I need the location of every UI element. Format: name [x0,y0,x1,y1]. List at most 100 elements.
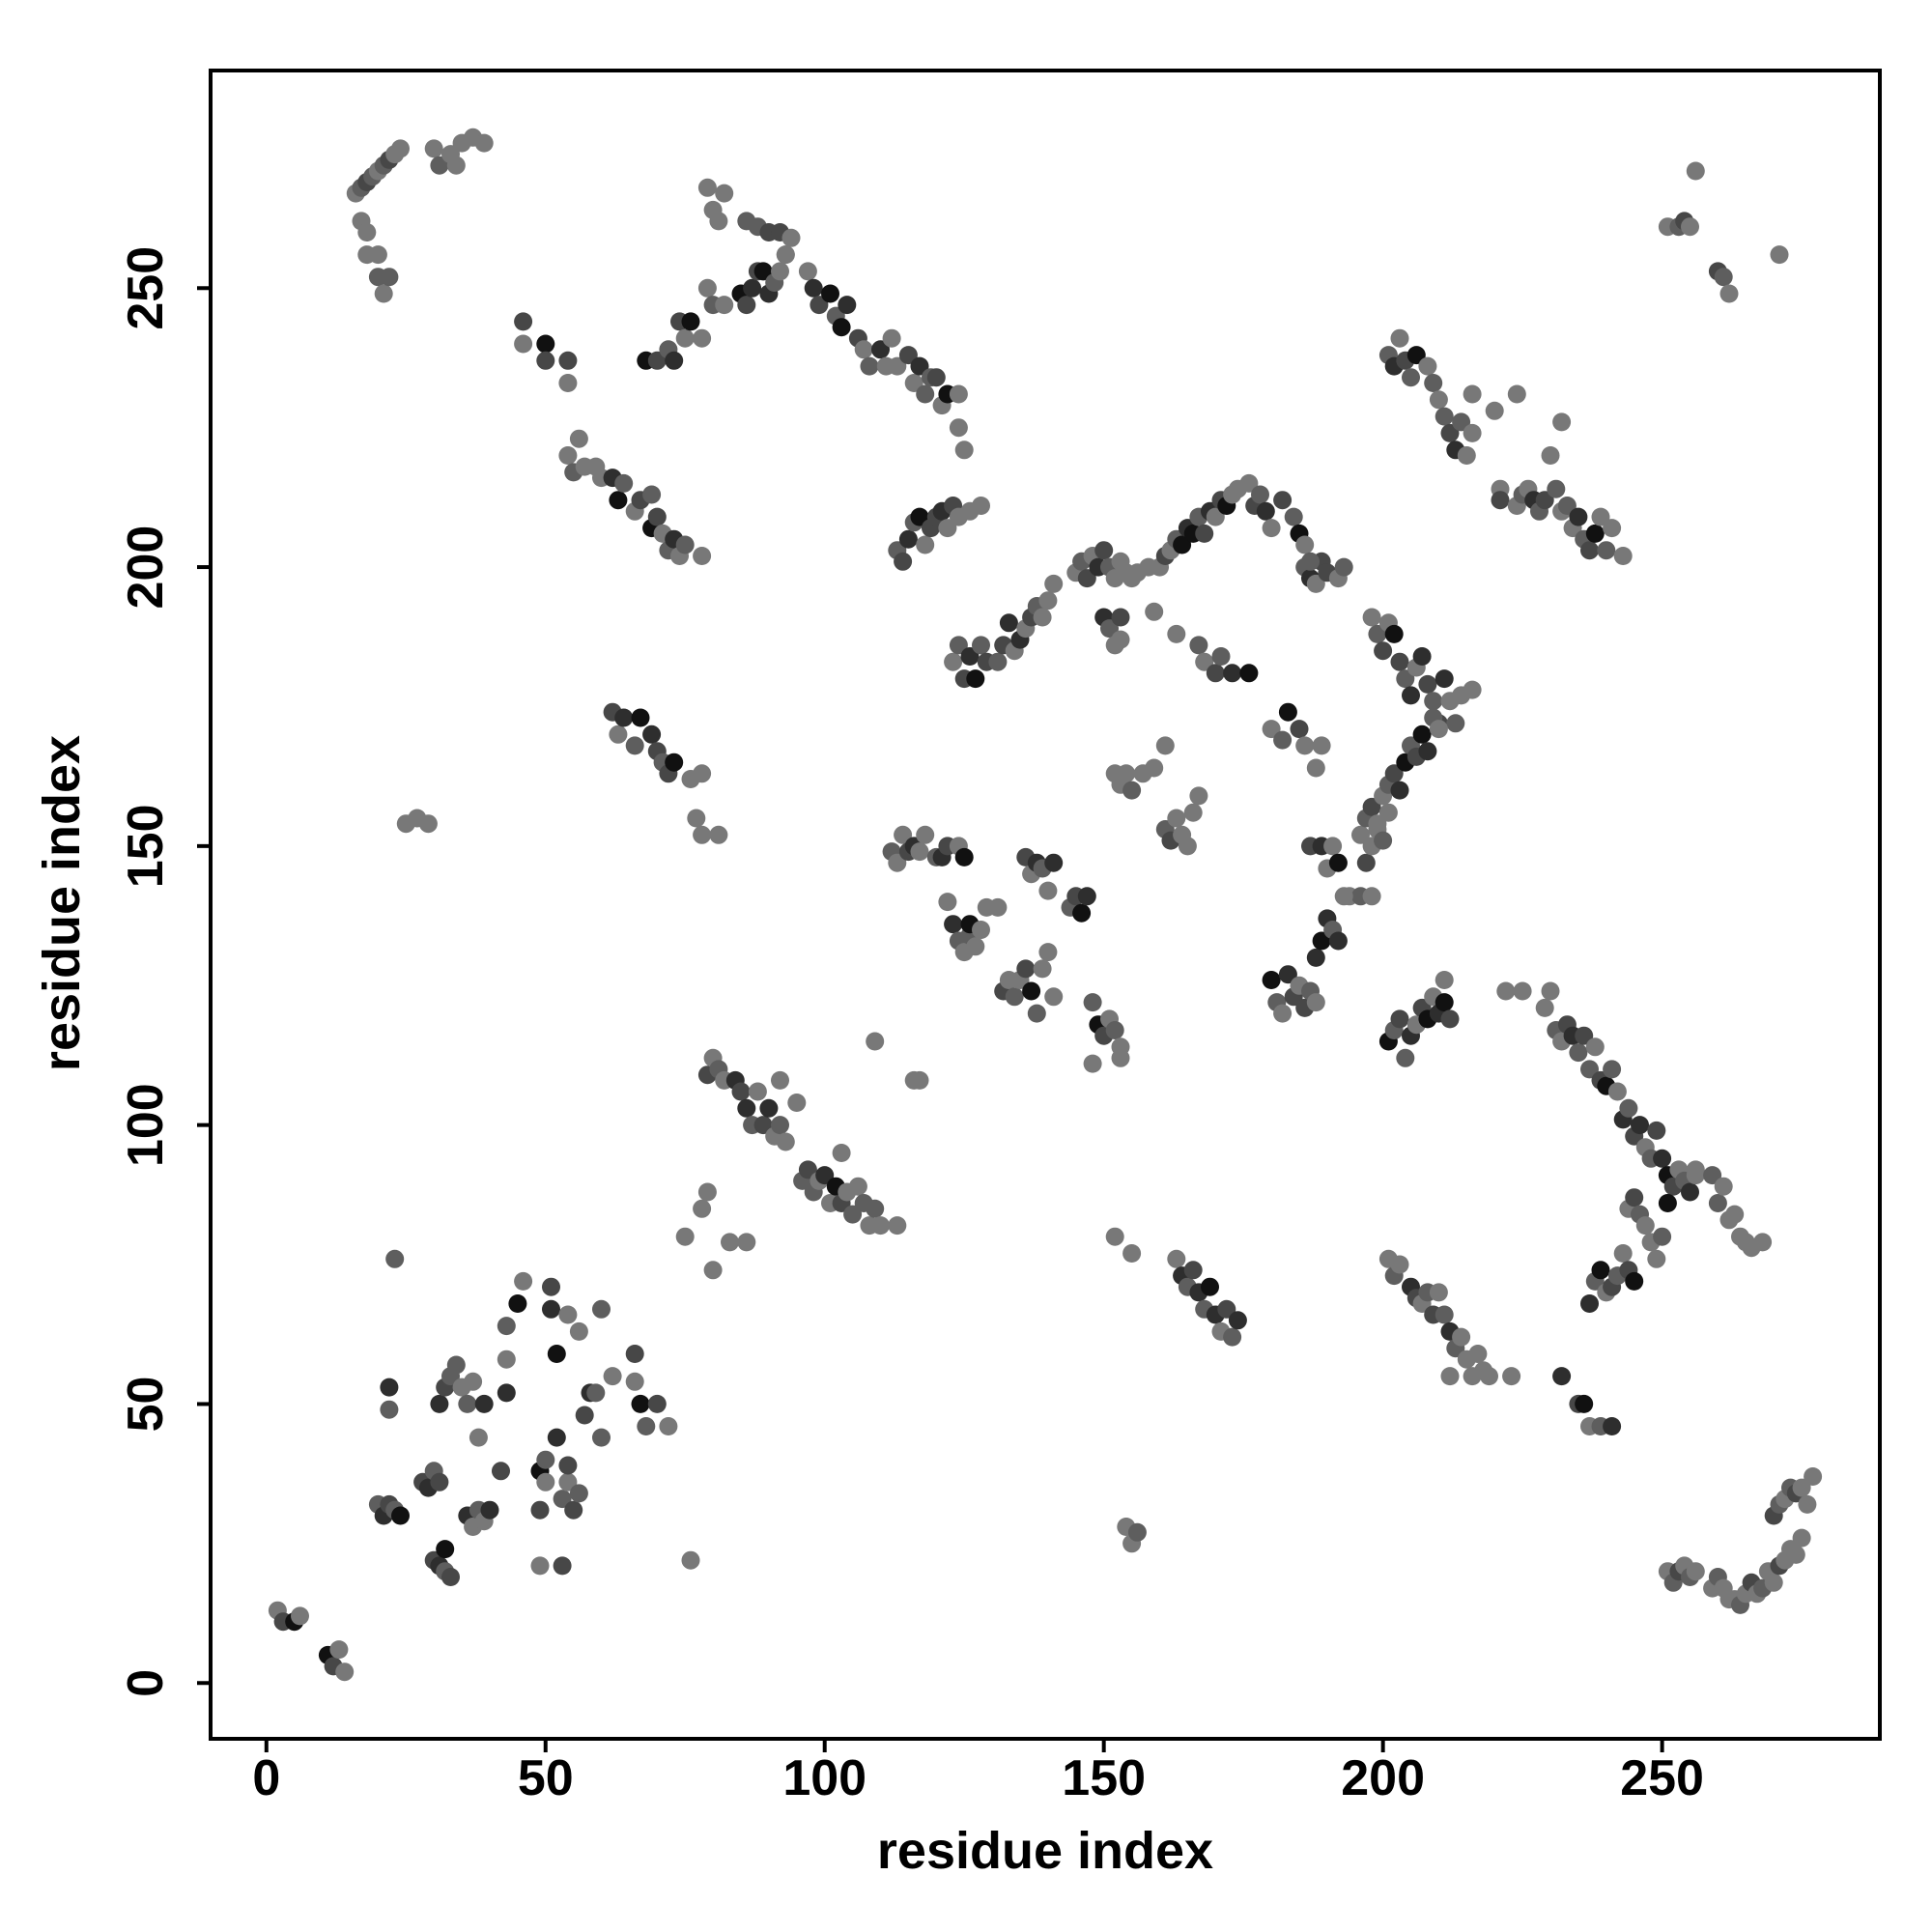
data-point [474,1394,494,1413]
data-point [972,921,990,939]
data-point [1792,1478,1811,1497]
data-point [1412,724,1432,744]
data-point [1607,1082,1627,1101]
data-point [1535,998,1554,1017]
data-point [329,1640,349,1660]
data-point [1256,501,1275,521]
data-point [737,296,756,315]
data-point [1384,624,1404,643]
data-point [1290,720,1309,739]
data-point [1585,524,1605,543]
data-point [1301,552,1320,571]
data-point [1591,1261,1610,1280]
data-point [1435,669,1454,689]
data-point [1580,1060,1599,1079]
data-point [480,1500,499,1520]
data-point [1183,1261,1203,1280]
data-point [1206,664,1225,683]
data-point [1167,624,1186,643]
data-point [1145,758,1164,778]
data-point [430,156,449,175]
data-point [1362,887,1381,906]
data-point [1463,384,1482,404]
data-point [804,278,823,298]
data-point [1513,981,1532,1001]
data-point [530,1500,550,1520]
data-point [380,1378,399,1397]
data-point [1440,423,1460,442]
data-point [1273,491,1293,510]
data-point [1033,959,1052,979]
data-point [1686,161,1705,181]
data-point [1804,1467,1823,1486]
data-point [558,1305,578,1324]
data-point [988,897,1008,917]
data-point [492,1462,510,1481]
data-point [1591,507,1610,526]
data-point [972,497,990,515]
data-point [1356,853,1376,872]
data-point [954,440,974,460]
data-point [1273,730,1293,750]
data-point [860,356,879,376]
data-point [1480,1367,1498,1386]
data-point [1100,619,1119,639]
data-point [721,1233,739,1252]
data-point [1452,412,1471,432]
data-point [1378,803,1398,822]
data-point [988,652,1008,671]
data-point [430,1472,449,1492]
data-point [737,1098,756,1118]
data-point [1390,328,1409,348]
data-point [1390,652,1409,671]
data-point [1440,1009,1460,1029]
data-point [798,1160,817,1179]
data-point [681,1550,700,1570]
data-point [949,384,968,404]
data-point [715,184,734,203]
data-point [1603,1417,1622,1435]
data-point [1541,981,1560,1001]
data-point [810,296,829,315]
data-point [1167,809,1186,828]
data-point [910,356,929,376]
data-point [1312,736,1331,755]
data-point [1764,1573,1783,1592]
data-point [898,346,918,365]
data-point [898,529,918,549]
data-point [731,1082,751,1101]
data-point [1613,1244,1633,1263]
data-point [1362,797,1381,816]
data-point [1027,1004,1046,1023]
data-point [1384,764,1404,783]
data-point [1189,786,1208,806]
data-point [1390,1255,1409,1274]
data-point [558,1456,578,1475]
data-point [1033,608,1052,627]
data-point [291,1606,309,1626]
data-point [1541,446,1560,465]
y-tick-label: 50 [118,1377,174,1433]
data-point [1753,1233,1773,1252]
data-point [1105,1021,1124,1039]
data-point [966,669,985,689]
data-point [894,552,913,571]
x-tick-label: 0 [252,1750,280,1806]
data-point [916,384,935,404]
data-point [1077,569,1096,588]
data-point [1631,1116,1649,1135]
data-point [1418,742,1437,761]
data-point [380,268,399,287]
data-point [882,328,901,348]
data-point [335,1662,355,1682]
data-point [1429,390,1448,410]
data-point [631,708,650,727]
data-point [1613,547,1633,565]
data-point [949,418,968,438]
data-point [553,1490,572,1509]
data-point [642,485,662,504]
data-point [1262,720,1281,739]
x-axis-title: residue index [877,1822,1213,1880]
